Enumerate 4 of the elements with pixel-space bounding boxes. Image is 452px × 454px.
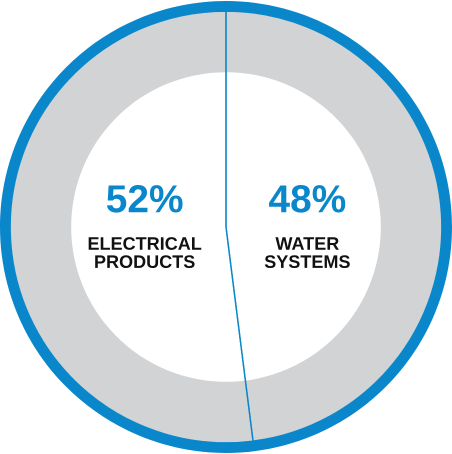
slice-label: ELECTRICAL PRODUCTS [88,237,202,268]
data-label: 48% [269,185,346,213]
slice-label: WATER SYSTEMS [264,237,350,268]
data-label: 52% [106,185,183,213]
